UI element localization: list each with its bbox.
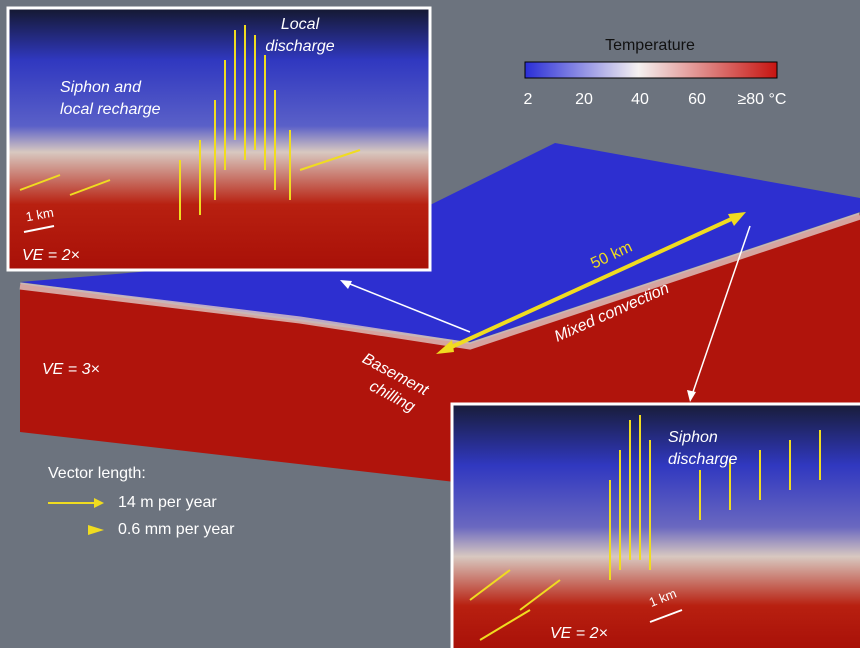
inset-frame <box>8 8 430 270</box>
annotation: Siphon <box>668 429 718 446</box>
inset-top: Local discharge Siphon and local recharg… <box>8 8 430 270</box>
legend-title: Vector length: <box>48 465 146 482</box>
exaggeration: VE = 2× <box>22 247 80 264</box>
colorbar-tick: 2 <box>524 91 533 108</box>
exaggeration: VE = 3× <box>42 361 100 378</box>
exaggeration: VE = 2× <box>550 625 608 642</box>
legend-entry: 14 m per year <box>118 494 217 511</box>
colorbar-tick: ≥80 °C <box>738 91 787 108</box>
figure: 50 km Mixed convection Basement chilling… <box>0 0 860 648</box>
annotation: local recharge <box>60 101 161 118</box>
colorbar <box>525 62 777 78</box>
annotation: Local <box>281 16 320 33</box>
colorbar-tick: 40 <box>631 91 649 108</box>
colorbar-tick: 60 <box>688 91 706 108</box>
inset-frame <box>452 404 860 648</box>
annotation: discharge <box>265 38 334 55</box>
legend-entry: 0.6 mm per year <box>118 521 235 538</box>
colorbar-title: Temperature <box>605 37 695 54</box>
annotation: discharge <box>668 451 737 468</box>
annotation: Siphon and <box>60 79 142 96</box>
inset-bottom: Siphon discharge 1 km VE = 2× <box>452 404 860 648</box>
colorbar-tick: 20 <box>575 91 593 108</box>
